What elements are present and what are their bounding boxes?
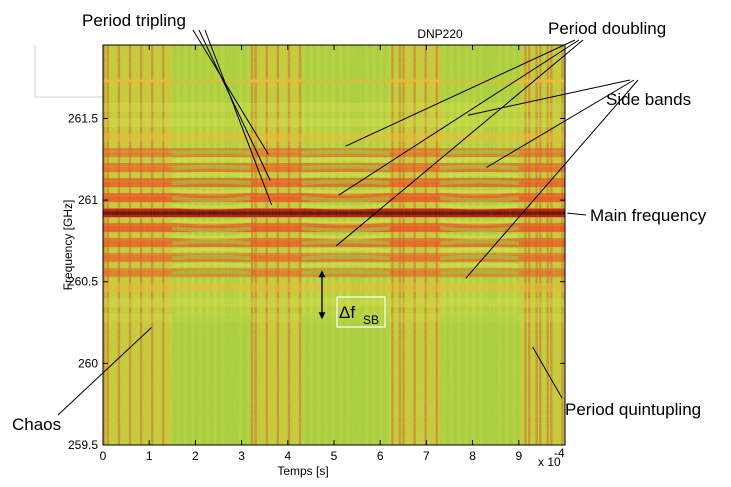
x-tick-label: 3 <box>238 449 245 463</box>
x-axis-label: Temps [s] <box>277 464 328 478</box>
y-tick-label: 260 <box>78 356 98 370</box>
annotation-main-frequency: Main frequency <box>590 206 707 225</box>
annotation-leader-line <box>567 212 587 216</box>
annotation-leader-line <box>335 39 584 247</box>
spectrogram <box>103 45 565 445</box>
x-multiplier: x 10 -4 <box>538 446 565 469</box>
annotation-side-bands: Side bands <box>606 90 691 109</box>
x-tick-label: 2 <box>192 449 199 463</box>
inset-frame-decoration <box>34 45 103 98</box>
delta-sb-subscript: SB <box>363 313 379 327</box>
y-tick-label: 260.5 <box>68 275 98 289</box>
annotation-period-quintupling: Period quintupling <box>565 400 701 419</box>
annotation-period-doubling: Period doubling <box>548 19 666 38</box>
delta-sb-marker: Δf SB <box>318 270 386 328</box>
delta-sb-arrowhead-top <box>318 270 326 278</box>
y-axis-label: Frequency [GHz] <box>61 200 75 291</box>
annotation-chaos: Chaos <box>12 415 61 434</box>
x-axis: 0 1 2 3 4 5 6 7 8 9 <box>100 45 522 463</box>
annotation-leader-line <box>465 79 639 279</box>
annotation-leader-line <box>345 39 576 147</box>
x-tick-label: 5 <box>331 449 338 463</box>
delta-sb-box <box>336 296 386 328</box>
annotation-leader-line <box>486 79 635 168</box>
x-tick-label: 8 <box>469 449 476 463</box>
annotation-leader-line <box>338 39 580 196</box>
annotation-leader-line <box>467 79 631 116</box>
delta-sb-arrowhead-bottom <box>318 312 326 320</box>
x-tick-label: 9 <box>515 449 522 463</box>
y-axis: 259.5 260 260.5 261 261.5 <box>68 111 565 452</box>
annotation-leader-line <box>204 29 273 206</box>
y-tick-label: 261 <box>78 193 98 207</box>
delta-sb-label: Δf <box>339 303 355 322</box>
x-tick-label: 7 <box>423 449 430 463</box>
annotation-period-tripling: Period tripling <box>82 11 186 30</box>
annotation-leader-line <box>192 29 269 155</box>
y-tick-label: 261.5 <box>68 111 98 125</box>
x-tick-label: 6 <box>377 449 384 463</box>
y-tick-label: 259.5 <box>68 438 98 452</box>
annotation-leader-line <box>198 29 271 181</box>
x-tick-label: 1 <box>146 449 153 463</box>
annotation-leader-line <box>57 327 152 416</box>
x-multiplier-exponent: -4 <box>554 446 565 460</box>
annotation-leader-line <box>532 346 563 399</box>
x-multiplier-base: x 10 <box>538 455 561 469</box>
spectrogram-noise <box>103 45 565 445</box>
x-tick-label: 4 <box>284 449 291 463</box>
x-tick-label: 0 <box>100 449 107 463</box>
chart-title: DNP220 <box>417 27 463 41</box>
